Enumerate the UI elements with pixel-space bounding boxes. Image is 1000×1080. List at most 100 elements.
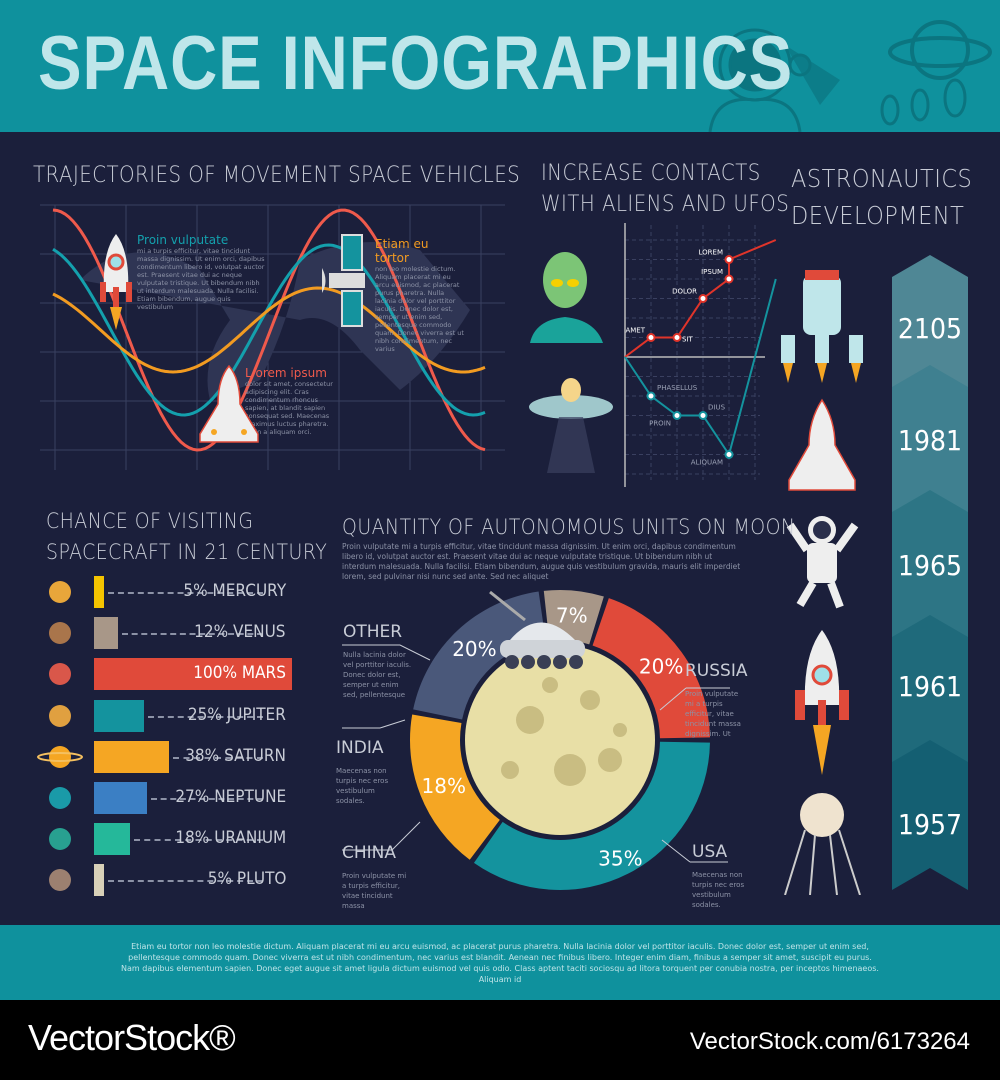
alien-ufo-icons <box>529 252 613 473</box>
point-label: PHASELLUS <box>657 384 698 392</box>
point-label: LOREM <box>699 249 724 257</box>
bar <box>94 823 130 856</box>
bar-label: 38% SATURN <box>185 745 286 766</box>
point-label: DOLOR <box>672 288 697 296</box>
point-label: AMET <box>625 327 645 335</box>
timeline-year: 2105 <box>897 312 963 345</box>
timeline-chevron <box>892 615 968 765</box>
bar-leader <box>121 633 263 636</box>
donut-value-label: 18% <box>422 774 466 798</box>
moon-description: Proin vulputate mi a turpis efficitur, v… <box>342 542 741 581</box>
planet-icon <box>49 622 71 645</box>
donut-category-text: Proin vulputate mi a turpis efficitur, v… <box>342 872 407 910</box>
donut-category-text: Maecenas non turpis nec eros vestibulum … <box>692 871 745 909</box>
moon-donut-chart: 20% 35% 18% 20% 7% <box>342 590 730 891</box>
trajectories-title: TRAJECTORIES OF MOVEMENT SPACE VEHICLES <box>33 163 521 188</box>
donut-value-label: 35% <box>598 847 642 871</box>
satellite-dish-icon <box>880 78 967 126</box>
timeline-chevron <box>892 490 968 640</box>
future-rocket-icon <box>781 270 863 383</box>
leader-line <box>342 719 406 729</box>
ufo-icon <box>529 378 613 473</box>
trajectory-note: Etiam eu tortor non leo molestie dictum. … <box>375 237 465 353</box>
rocket-icon <box>100 234 132 330</box>
donut-segment <box>413 591 546 720</box>
note-text: mi a turpis efficitur, vitae tincidunt m… <box>137 247 265 311</box>
point-label: SIT <box>682 336 694 344</box>
moon-icon <box>465 645 655 835</box>
note-heading: Proin vulputate <box>137 233 229 247</box>
trajectories-chart <box>40 204 505 470</box>
header-decoration-icons <box>708 20 992 132</box>
moon-title: QUANTITY OF AUTONOMOUS UNITS ON MOON <box>342 515 796 539</box>
trajectory-curve <box>52 243 486 417</box>
timeline-chevron <box>892 365 968 515</box>
aliens-title-line: WITH ALIENS AND UFOS <box>541 192 790 217</box>
donut-value-label: 20% <box>452 637 496 661</box>
space-shuttle-icon <box>199 364 259 443</box>
donut-segment <box>473 741 710 891</box>
moon-crater <box>501 761 519 779</box>
bar <box>94 699 144 732</box>
bar-label: 5% PLUTO <box>207 869 286 890</box>
bar-label: 12% VENUS <box>194 622 286 643</box>
line-point <box>724 450 734 459</box>
moon-crater <box>598 748 622 772</box>
line-point <box>646 391 656 401</box>
bar-label: 27% NEPTUNE <box>175 787 286 807</box>
moon-crater <box>542 677 558 693</box>
note-text: dolor sit amet, consectetur adipiscing e… <box>245 380 333 436</box>
line-point <box>724 255 734 264</box>
trajectory-curve <box>52 286 486 374</box>
bar <box>94 617 118 650</box>
space-shuttle-icon <box>788 398 856 491</box>
rocket-icon <box>795 630 849 775</box>
bar <box>94 864 104 897</box>
donut-category-label: USA <box>692 842 728 862</box>
aliens-line-chart: AMET SIT DOLOR IPSUM LOREM PHASELLUS PROIN DIUS… <box>624 223 777 487</box>
planets-title-line: CHANCE OF VISITING <box>46 509 254 533</box>
bar-label: 18% URANIUM <box>175 828 286 849</box>
astronautics-title-line: ASTRONAUTICS <box>791 164 973 193</box>
donut-category-text: Nulla lacinia dolor vel porttitor iaculi… <box>343 651 412 699</box>
sputnik-icon <box>784 793 861 895</box>
trajectory-curve <box>52 208 486 452</box>
donut-category-text: Maecenas non turpis nec eros vestibulum … <box>336 767 389 805</box>
leader-line <box>659 687 730 711</box>
donut-category-label: INDIA <box>336 738 384 758</box>
timeline-chevron <box>892 740 968 890</box>
donut-segment <box>410 714 500 860</box>
watermark-logo: VectorStock® <box>28 1017 236 1058</box>
page-title: SPACE INFOGRAPHICS <box>38 21 794 106</box>
planet-icon <box>888 20 992 80</box>
line-point <box>646 333 656 342</box>
point-label: ALIQUAM <box>691 459 723 467</box>
note-heading: L orem ipsum <box>245 366 327 380</box>
planet-icon <box>49 704 71 727</box>
timeline-year: 1957 <box>897 808 963 841</box>
watermark-bar <box>0 1000 1000 1080</box>
bar <box>94 782 148 814</box>
line-point <box>698 411 708 420</box>
bar-label: 5% MERCURY <box>183 581 286 601</box>
planets-title-line: SPACECRAFT IN 21 CENTURY <box>46 540 328 564</box>
trajectory-note: Proin vulputate mi a turpis efficitur, vi… <box>137 233 267 311</box>
point-label: IPSUM <box>701 268 723 276</box>
header: SPACE INFOGRAPHICS <box>0 0 1000 132</box>
leader-line <box>661 839 728 863</box>
bar <box>94 740 170 773</box>
planet-icon <box>49 663 71 686</box>
moon-rover-icon <box>489 590 585 669</box>
moon-crater <box>613 723 627 737</box>
astronautics-title: ASTRONAUTICS DEVELOPMENT <box>791 160 972 234</box>
line-point <box>672 411 682 420</box>
astronaut-icon <box>786 516 859 609</box>
bar <box>94 658 292 691</box>
watermark-id: VectorStock.com/6173264 <box>689 1028 970 1055</box>
planet-icon <box>49 581 71 603</box>
timeline-chevrons <box>892 255 968 890</box>
aliens-title-line: INCREASE CONTACTS <box>541 161 761 186</box>
leader-line <box>342 644 431 661</box>
moon-crater <box>516 706 544 734</box>
aliens-title: INCREASE CONTACTS WITH ALIENS AND UFOS <box>541 158 789 220</box>
